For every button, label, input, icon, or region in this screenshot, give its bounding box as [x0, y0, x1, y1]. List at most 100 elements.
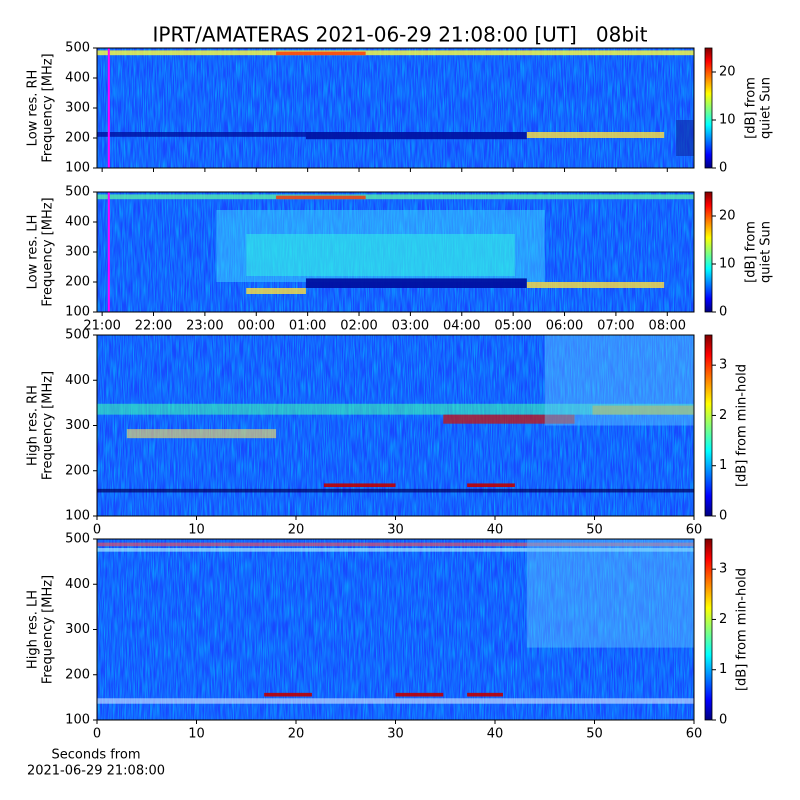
colorbar [704, 538, 713, 721]
heatmap-band [246, 234, 515, 276]
heatmap-band [276, 51, 366, 56]
x-tick-label: 05:00 [494, 319, 531, 334]
y-tick-label: 400 [65, 577, 90, 592]
x-tick-label: 08:00 [649, 319, 686, 334]
y-tick-label: 200 [65, 463, 90, 478]
heatmap-band [97, 132, 306, 137]
colorbar-tick-label: 20 [719, 65, 736, 80]
x-tick-label: 10 [188, 727, 205, 742]
x-tick-label: 0 [93, 727, 101, 742]
colorbar [704, 191, 713, 313]
x-tick-label: 00:00 [238, 319, 275, 334]
x-tick-label: 30 [387, 727, 404, 742]
y-axis-label: Low res. LH [26, 215, 41, 290]
y-tick-label: 500 [65, 328, 90, 343]
heatmap-band [467, 692, 503, 697]
y-axis-label: High res. RH [26, 385, 41, 466]
y-axis-label: Low res. RH [26, 70, 41, 147]
colorbar-label: quiet Sun [759, 77, 774, 139]
y-tick-label: 300 [65, 622, 90, 637]
y-axis-label: Frequency [MHz] [41, 371, 56, 480]
colorbar-tick-label: 1 [719, 458, 727, 473]
colorbar-tick-label: 0 [719, 161, 727, 176]
y-tick-label: 100 [65, 713, 90, 728]
heatmap-noise [97, 48, 694, 168]
heatmap-band [395, 692, 444, 697]
colorbar-tick-label: 10 [719, 113, 736, 128]
x-tick-label: 30 [387, 523, 404, 538]
heatmap-band [97, 50, 694, 56]
colorbar-tick-label: 0 [719, 305, 727, 320]
y-tick-label: 100 [65, 509, 90, 524]
y-tick-label: 400 [65, 373, 90, 388]
colorbar-tick-label: 3 [719, 562, 727, 577]
colorbar-tick-label: 10 [719, 257, 736, 272]
y-tick-label: 200 [65, 667, 90, 682]
heatmap-band [323, 483, 396, 488]
x-tick-label: 10 [188, 523, 205, 538]
x-tick-label: 22:00 [135, 319, 172, 334]
heatmap [97, 48, 694, 168]
x-tick-label: 04:00 [443, 319, 480, 334]
y-tick-label: 400 [65, 215, 90, 230]
y-tick-label: 300 [65, 245, 90, 260]
heatmap-band [97, 698, 694, 704]
heatmap-band [276, 195, 366, 200]
heatmap-band [97, 488, 694, 493]
colorbar-label: [dB] from [744, 77, 759, 139]
x-tick-label: 02:00 [340, 319, 377, 334]
colorbar-label: [dB] from min-hold [735, 568, 750, 691]
y-tick-label: 300 [65, 418, 90, 433]
heatmap [97, 192, 694, 312]
heatmap-band [592, 405, 694, 415]
heatmap-band [526, 132, 665, 138]
y-tick-label: 300 [65, 101, 90, 116]
x-tick-label: 03:00 [392, 319, 429, 334]
colorbar [704, 334, 713, 517]
x-tick-label: 20 [288, 523, 305, 538]
y-tick-label: 200 [65, 131, 90, 146]
x-tick-label: 21:00 [83, 319, 120, 334]
x-tick-label: 40 [487, 523, 504, 538]
heatmap-band [264, 692, 312, 697]
x-tick-label: 0 [93, 523, 101, 538]
y-tick-label: 100 [65, 161, 90, 176]
x-axis-label: 2021-06-29 21:08:00 [27, 764, 165, 779]
heatmap-band [676, 120, 694, 156]
heatmap-band [97, 403, 694, 415]
y-tick-label: 500 [65, 41, 90, 56]
heatmap [97, 539, 694, 720]
y-axis-label: Frequency [MHz] [41, 197, 56, 306]
colorbar [704, 47, 713, 169]
heatmap-band [544, 335, 694, 426]
x-tick-label: 01:00 [289, 319, 326, 334]
x-tick-label: 60 [686, 727, 703, 742]
y-tick-label: 400 [65, 71, 90, 86]
x-tick-label: 06:00 [546, 319, 583, 334]
y-tick-label: 200 [65, 275, 90, 290]
heatmap-band [305, 132, 527, 140]
colorbar-tick-label: 20 [719, 209, 736, 224]
heatmap-band [467, 483, 515, 488]
x-tick-label: 20 [288, 727, 305, 742]
y-axis-label: High res. LH [26, 590, 41, 669]
heatmap-band [443, 414, 575, 424]
heatmap-band [216, 210, 545, 282]
colorbar-tick-label: 1 [719, 662, 727, 677]
y-axis-label: Frequency [MHz] [41, 575, 56, 684]
heatmap-band [97, 542, 694, 547]
colorbar-label: [dB] from min-hold [735, 364, 750, 487]
x-tick-label: 07:00 [597, 319, 634, 334]
heatmap-band [97, 194, 694, 200]
heatmap-band [97, 548, 694, 552]
y-tick-label: 100 [65, 305, 90, 320]
colorbar-tick-label: 2 [719, 612, 727, 627]
heatmap-band [526, 282, 665, 288]
x-tick-label: 60 [686, 523, 703, 538]
colorbar-tick-label: 0 [719, 509, 727, 524]
x-axis-label: Seconds from [51, 748, 140, 763]
heatmap-band [305, 278, 527, 288]
heatmap-band [526, 539, 694, 648]
y-axis-label: Frequency [MHz] [41, 53, 56, 162]
colorbar-tick-label: 0 [719, 713, 727, 728]
